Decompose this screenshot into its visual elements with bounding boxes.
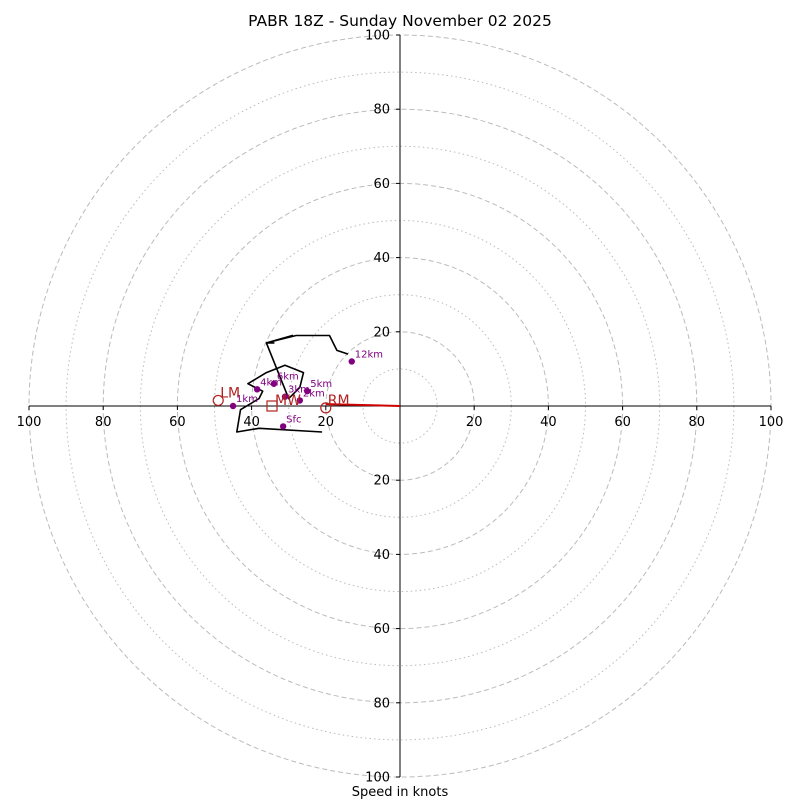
chart-title: PABR 18Z - Sunday November 02 2025 (248, 12, 552, 30)
mean-wind-marker (266, 400, 278, 412)
x-tick-label: 80 (95, 415, 112, 430)
x-tick-label: 20 (466, 415, 483, 430)
tick-labels: 100 80 60 40 20 20 40 60 80 100 100 80 60 40 20 20 40 60 8… (17, 29, 784, 786)
x-tick-label: 20 (318, 415, 335, 430)
wind-trace (236, 334, 349, 433)
shear-vector (325, 403, 401, 407)
height-marker-dot (348, 358, 355, 365)
x-tick-label: 40 (540, 415, 557, 430)
right-mover-marker (320, 402, 332, 414)
wind-trace-line (236, 334, 349, 433)
x-tick-label: 40 (243, 415, 260, 430)
height-marker-dot (270, 380, 278, 387)
left-mover-marker (212, 394, 224, 407)
storm-motion-markers: RM LM MW (212, 385, 350, 414)
y-tick-label: 40 (373, 548, 390, 563)
height-marker-label: 6km (277, 372, 299, 383)
y-tick-label: 100 (365, 29, 390, 44)
height-markers: Sfc1km2km3km4km5km6km12km (229, 349, 383, 430)
height-marker-label: 12km (355, 349, 383, 360)
height-marker-label: 2km (303, 388, 325, 399)
right-mover-label: RM (328, 393, 350, 409)
height-marker-label: 1km (236, 394, 258, 405)
y-tick-label: 40 (373, 251, 390, 266)
height-marker-dot (253, 386, 261, 393)
height-marker-dot (229, 402, 237, 410)
height-marker-label: 5km (310, 379, 332, 390)
y-tick-label: 20 (373, 325, 390, 340)
mean-wind-label: MW (275, 393, 301, 409)
height-marker-dot (281, 393, 289, 400)
x-axis-label: Speed in knots (352, 785, 449, 800)
height-marker-label: Sfc (286, 414, 301, 425)
height-marker-dot (279, 423, 287, 430)
height-marker-dot (296, 397, 304, 404)
height-marker-label: 3km (288, 385, 310, 396)
x-tick-label: 60 (614, 415, 631, 430)
height-marker-dot (304, 387, 311, 395)
y-tick-label: 60 (373, 622, 390, 637)
x-tick-label: 80 (689, 415, 706, 430)
left-mover-label: LM (220, 385, 240, 401)
shear-vector-line (325, 403, 401, 407)
y-tick-label: 100 (365, 771, 390, 786)
x-tick-label: 60 (169, 415, 186, 430)
x-tick-label: 100 (17, 415, 42, 430)
y-tick-label: 80 (373, 696, 390, 711)
y-tick-label: 60 (373, 177, 390, 192)
y-tick-label: 80 (373, 103, 390, 118)
y-tick-label: 20 (373, 474, 390, 489)
x-tick-label: 100 (759, 415, 784, 430)
